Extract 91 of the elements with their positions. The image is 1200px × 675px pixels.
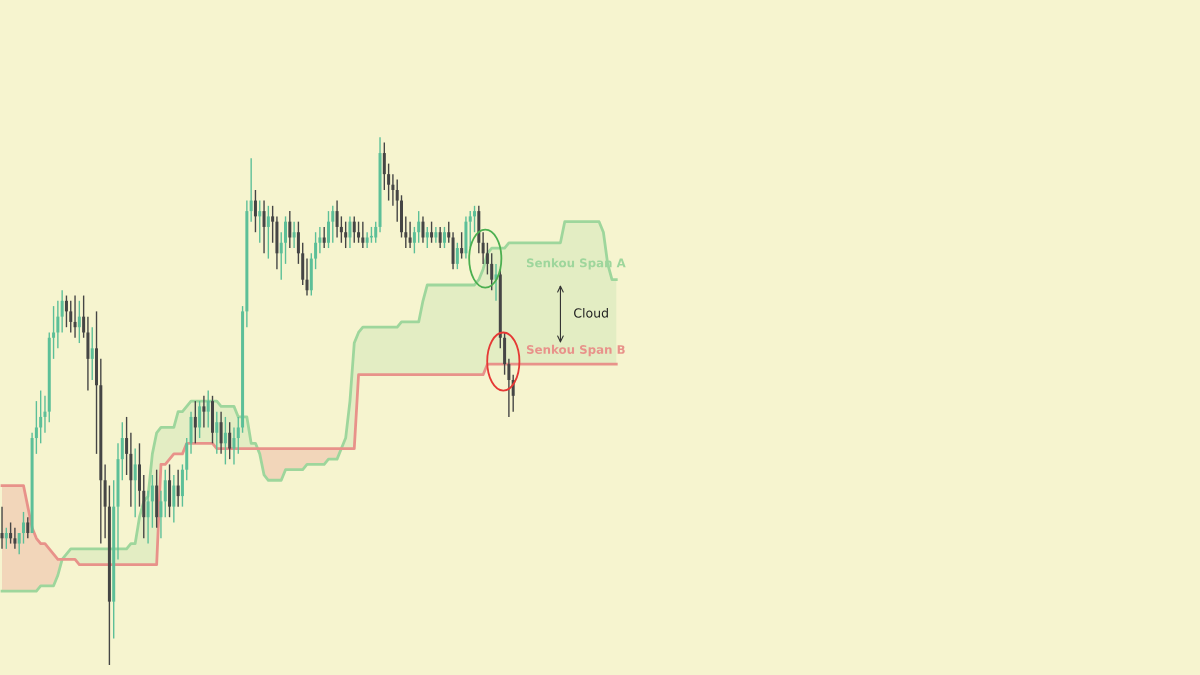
- candlestick: [120, 421, 124, 481]
- candlestick: [176, 469, 180, 508]
- candlestick: [490, 252, 494, 291]
- candlestick: [296, 220, 300, 265]
- candlestick: [391, 173, 395, 207]
- candlestick: [344, 220, 348, 249]
- candlestick: [172, 474, 176, 524]
- candlestick: [447, 220, 451, 244]
- candlestick: [34, 400, 38, 455]
- candlestick: [17, 532, 21, 555]
- candlestick: [163, 469, 167, 518]
- candlestick: [430, 220, 434, 244]
- candlestick: [4, 527, 8, 550]
- candlestick: [39, 389, 43, 445]
- candlestick: [284, 215, 288, 265]
- candlestick: [387, 162, 391, 202]
- candlestick: [395, 178, 399, 223]
- candlestick: [253, 189, 257, 233]
- candlestick: [434, 226, 438, 244]
- candlestick: [43, 395, 47, 434]
- candlestick: [292, 220, 296, 249]
- candlestick: [82, 294, 86, 339]
- candlestick: [125, 416, 129, 476]
- candlestick: [417, 210, 421, 244]
- candlestick: [473, 205, 477, 233]
- annotation: Cloud: [574, 307, 608, 318]
- candlestick: [95, 310, 99, 455]
- candlestick: [77, 300, 81, 344]
- candlestick: [26, 516, 30, 540]
- candlestick: [9, 521, 13, 545]
- candlestick: [64, 294, 68, 328]
- candlestick: [314, 231, 318, 270]
- candlestick: [21, 511, 25, 545]
- candlestick: [318, 226, 322, 255]
- candlestick: [228, 421, 232, 460]
- candlestick: [211, 395, 214, 445]
- candlestick: [460, 231, 464, 260]
- candlestick: [425, 226, 429, 249]
- candlestick: [438, 226, 442, 249]
- candlestick: [90, 326, 94, 381]
- candlestick: [202, 395, 206, 429]
- candlestick: [400, 194, 404, 239]
- candlestick: [73, 294, 77, 339]
- candlestick: [382, 141, 386, 191]
- candlestick: [223, 416, 227, 466]
- candlestick: [0, 505, 4, 550]
- candlestick: [331, 205, 335, 244]
- candlestick: [271, 205, 275, 244]
- candlestick: [339, 215, 343, 244]
- candlestick: [249, 157, 253, 223]
- candlestick: [146, 490, 150, 545]
- candlestick: [374, 220, 378, 244]
- candlestick: [232, 426, 236, 466]
- candlestick: [13, 527, 17, 550]
- candlestick: [455, 242, 459, 270]
- candlestick: [279, 231, 283, 281]
- candlestick: [481, 231, 485, 265]
- candlestick: [258, 199, 262, 244]
- candlestick: [56, 300, 60, 350]
- candlestick: [326, 210, 330, 249]
- candlestick: [193, 400, 197, 445]
- candlestick: [69, 300, 73, 334]
- candlestick: [322, 226, 326, 249]
- candlestick: [262, 199, 266, 255]
- candlestick: [365, 231, 369, 249]
- candlestick: [404, 215, 408, 249]
- candlestick: [348, 215, 352, 249]
- candlestick: [52, 305, 56, 360]
- candlestick: [421, 215, 425, 244]
- candlestick: [507, 358, 511, 418]
- candlestick: [352, 215, 356, 244]
- candlestick: [485, 242, 489, 276]
- candlestick: [159, 490, 163, 540]
- candlestick: [198, 400, 202, 439]
- candlestick: [219, 410, 223, 455]
- candlestick: [361, 220, 365, 249]
- candlestick: [305, 257, 309, 297]
- candlestick: [266, 205, 270, 260]
- candlestick: [133, 447, 137, 518]
- series-label: Senkou Span B: [526, 344, 625, 357]
- candlestick: [288, 210, 292, 249]
- candlestick: [442, 226, 446, 249]
- candlestick: [412, 226, 416, 255]
- candlestick: [206, 389, 210, 429]
- candlestick: [357, 220, 361, 244]
- candlestick: [335, 199, 339, 239]
- candlestick: [60, 289, 64, 334]
- candlestick: [236, 416, 240, 455]
- candlestick: [408, 220, 412, 249]
- candlestick: [150, 474, 154, 529]
- candlestick: [215, 410, 219, 455]
